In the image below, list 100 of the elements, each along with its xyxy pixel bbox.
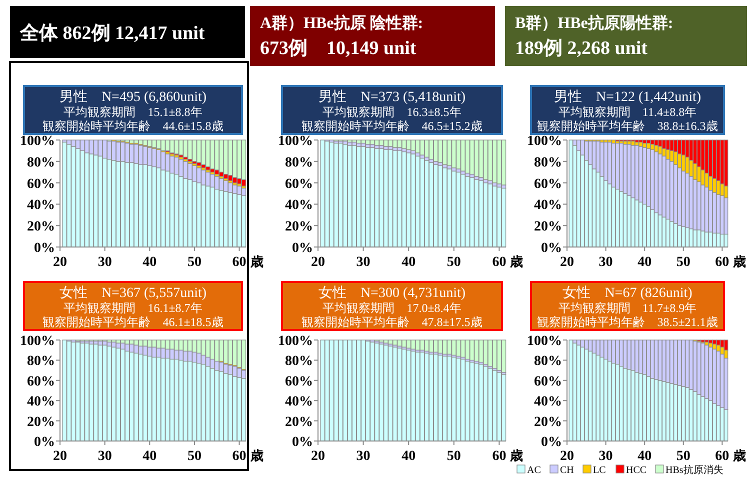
x-tick-label: 30 [598, 449, 613, 464]
legend-label: HBs抗原消失 [666, 464, 724, 476]
bar [438, 140, 443, 163]
text: 観察開始時平均年齢 47.8±17.5歳 [302, 315, 482, 329]
y-tick-label: 80% [27, 155, 55, 170]
legend-label: CH [560, 465, 574, 476]
text: 観察開始時平均年齢 46.5±15.2歳 [302, 119, 482, 133]
y-tick-label: 80% [534, 354, 562, 370]
x-tick-label: 50 [187, 255, 202, 270]
y-tick-label: 80% [27, 354, 55, 370]
bar [420, 340, 425, 350]
y-tick-label: 100% [20, 134, 55, 149]
y-tick-label: 0% [292, 241, 313, 256]
bar [106, 340, 112, 342]
bar [442, 340, 448, 354]
x-tick-label: 20 [560, 449, 574, 464]
x-tick-label: 50 [676, 449, 690, 464]
x-axis-title: 歳 [509, 448, 524, 463]
bar [424, 140, 430, 158]
bar [420, 140, 425, 156]
x-axis-title: 歳 [249, 448, 264, 463]
x-tick-label: 50 [676, 255, 690, 270]
y-tick-label: 100% [527, 334, 562, 349]
y-tick-label: 40% [27, 394, 55, 410]
y-tick-label: 0% [292, 435, 313, 450]
text: 観察開始時平均年齢 38.5±21.1歳 [537, 315, 718, 329]
text: A群）HBe抗原 陰性群: [260, 14, 424, 32]
bar [638, 140, 643, 142]
y-tick-label: 60% [27, 374, 55, 390]
x-tick-label: 20 [311, 449, 325, 464]
text: 189例 2,268 unit [515, 38, 648, 59]
y-tick-label: 0% [34, 435, 55, 450]
x-tick-label: 30 [98, 255, 112, 270]
bar [356, 140, 362, 144]
y-tick-label: 40% [285, 394, 313, 410]
y-tick-label: 100% [20, 334, 55, 349]
y-tick-label: 20% [27, 414, 55, 430]
y-tick-label: 20% [534, 220, 562, 235]
chart-title: 男性 N=373 (5,418unit) [318, 89, 466, 105]
text: 観察開始時平均年齢 44.6±15.8歳 [42, 119, 224, 133]
y-tick-label: 80% [534, 155, 562, 170]
y-tick-label: 100% [278, 334, 313, 349]
x-tick-label: 60 [715, 255, 730, 270]
legend-label: LC [593, 465, 606, 476]
chart-title: 男性 N=122 (1,442unit) [554, 89, 702, 105]
x-tick-label: 50 [446, 449, 461, 464]
bar [352, 140, 357, 142]
chart-subtitle: 平均観察期間 11.4±8.8年 [558, 105, 697, 119]
y-tick-label: 20% [285, 220, 313, 235]
bar [365, 140, 370, 145]
x-tick-label: 40 [142, 449, 157, 464]
bar [442, 140, 448, 165]
x-tick-label: 60 [492, 255, 506, 270]
x-tick-label: 20 [53, 255, 67, 270]
y-tick-label: 100% [278, 134, 313, 149]
x-tick-label: 40 [402, 449, 416, 464]
bar [347, 140, 352, 142]
chart-title: 女性 N=300 (4,731unit) [318, 285, 466, 301]
bar [223, 140, 228, 175]
y-tick-label: 0% [541, 241, 562, 256]
x-axis-title: 歳 [732, 254, 746, 269]
y-tick-label: 80% [285, 155, 313, 170]
y-tick-label: 60% [534, 176, 562, 192]
y-tick-label: 20% [534, 414, 562, 430]
y-tick-label: 100% [527, 134, 562, 149]
bar [642, 140, 647, 144]
chart-subtitle: 平均観察期間 16.1±8.7年 [64, 301, 202, 315]
chart-subtitle: 平均観察期間 16.3±8.5年 [322, 105, 462, 119]
y-tick-label: 60% [27, 176, 55, 192]
bar [424, 340, 430, 352]
y-tick-label: 20% [27, 220, 55, 235]
bar [496, 340, 502, 371]
y-tick-label: 60% [285, 374, 313, 390]
y-tick-label: 80% [285, 354, 313, 370]
text: B群）HBe抗原陽性群: [515, 14, 674, 32]
bar [433, 140, 438, 162]
x-tick-label: 60 [715, 449, 730, 464]
y-tick-label: 40% [27, 198, 55, 214]
x-tick-label: 30 [356, 449, 370, 464]
text: 673例 10,149 unit [260, 38, 417, 59]
bar [708, 340, 713, 344]
x-tick-label: 20 [53, 449, 67, 464]
x-tick-label: 50 [446, 255, 461, 270]
x-tick-label: 60 [232, 449, 246, 464]
y-tick-label: 60% [285, 176, 313, 192]
x-tick-label: 60 [492, 449, 506, 464]
bar [218, 140, 224, 172]
bar [704, 340, 709, 342]
text: 全体 862例 12,417 unit [19, 23, 206, 44]
chart-subtitle: 平均観察期間 17.0±8.4年 [322, 301, 462, 315]
chart-subtitle: 平均観察期間 11.7±8.9年 [558, 301, 697, 315]
y-tick-label: 60% [534, 374, 562, 390]
x-tick-label: 60 [232, 255, 246, 270]
x-tick-label: 50 [187, 449, 202, 464]
bar [634, 140, 639, 142]
bar [446, 340, 452, 354]
text: 観察開始時平均年齢 46.1±18.5歳 [42, 315, 224, 329]
legend-label: AC [527, 465, 542, 476]
y-tick-label: 0% [541, 435, 562, 450]
x-axis-title: 歳 [249, 254, 264, 269]
